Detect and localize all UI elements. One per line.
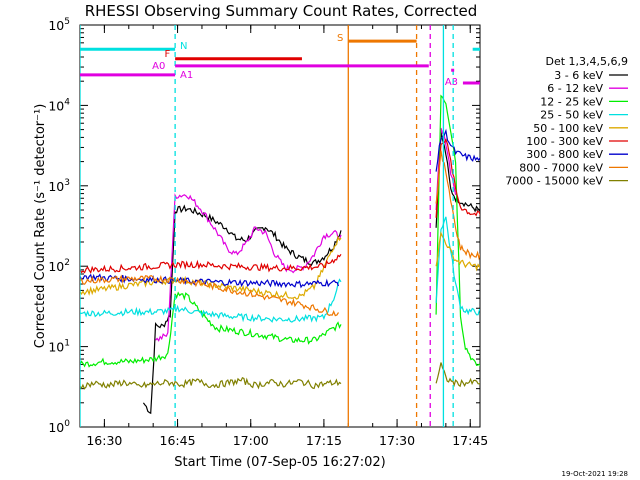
series-line-6 [80, 128, 480, 289]
series-layer [80, 94, 480, 415]
legend-label: 25 - 50 keV [540, 109, 603, 122]
a3-marker-dot [451, 68, 455, 72]
plot-frame [79, 24, 481, 428]
x-tick-label: 16:45 [160, 433, 196, 448]
marker-label: A1 [180, 70, 193, 81]
series-line-1 [155, 127, 457, 342]
y-tick-base: 10 [48, 179, 64, 194]
marker-label: A0 [152, 61, 165, 72]
marker-label: S [337, 33, 343, 44]
y-tick-exp: 3 [64, 178, 70, 188]
y-tick-exp: 5 [64, 17, 70, 27]
y-tick-base: 10 [48, 420, 64, 435]
x-tick-label: 17:00 [233, 433, 269, 448]
y-tick-label: 101 [48, 339, 70, 355]
y-tick-exp: 0 [64, 419, 70, 429]
legend-label: 3 - 6 keV [554, 69, 603, 82]
footer-timestamp: 19-Oct-2021 19:28 [562, 470, 628, 478]
legend-label: 12 - 25 keV [540, 95, 603, 108]
legend-label: 7000 - 15000 keV [505, 175, 603, 188]
x-axis-label: Start Time (07-Sep-05 16:27:02) [174, 455, 385, 470]
y-tick-label: 100 [48, 419, 70, 435]
marker-label: N [180, 41, 187, 52]
y-tick-label: 104 [48, 97, 70, 113]
y-tick-label: 102 [48, 258, 70, 274]
y-axis-label: Corrected Count Rate (s⁻¹ detector⁻¹) [33, 104, 48, 349]
axes: 16:30 16:45 17:00 17:15 17:30 17:451001011021… [48, 17, 488, 448]
y-tick-exp: 4 [64, 97, 70, 107]
y-tick-base: 10 [48, 18, 64, 33]
series-line-7 [80, 150, 480, 317]
marker-label: A3 [445, 77, 458, 88]
legend-label: 50 - 100 keV [533, 122, 603, 135]
legend-label: 100 - 300 keV [526, 135, 603, 148]
series-line-0 [142, 131, 480, 415]
x-tick-label: 17:15 [306, 433, 342, 448]
legend-label: 300 - 800 keV [526, 148, 603, 161]
y-tick-exp: 2 [64, 258, 70, 268]
marker-label: F [164, 49, 170, 60]
y-tick-exp: 1 [64, 339, 70, 349]
y-tick-base: 10 [48, 259, 64, 274]
series-line-2 [80, 94, 480, 368]
x-tick-label: 17:45 [452, 433, 488, 448]
overlay-layer [80, 25, 480, 427]
series-line-8 [80, 362, 480, 390]
x-tick-label: 16:30 [86, 433, 122, 448]
x-tick-label: 17:30 [379, 433, 415, 448]
y-tick-base: 10 [48, 98, 64, 113]
chart-title: RHESSI Observing Summary Count Rates, Co… [85, 2, 478, 20]
series-line-5 [80, 138, 480, 275]
y-tick-label: 103 [48, 178, 70, 194]
y-tick-label: 105 [48, 17, 70, 33]
legend-label: 6 - 12 keV [547, 82, 603, 95]
plot-area [79, 24, 481, 428]
series-line-3 [80, 216, 480, 323]
legend-title: Det 1,3,4,5,6,9 [545, 55, 628, 68]
legend-label: 800 - 7000 keV [519, 161, 603, 174]
y-tick-base: 10 [48, 340, 64, 355]
